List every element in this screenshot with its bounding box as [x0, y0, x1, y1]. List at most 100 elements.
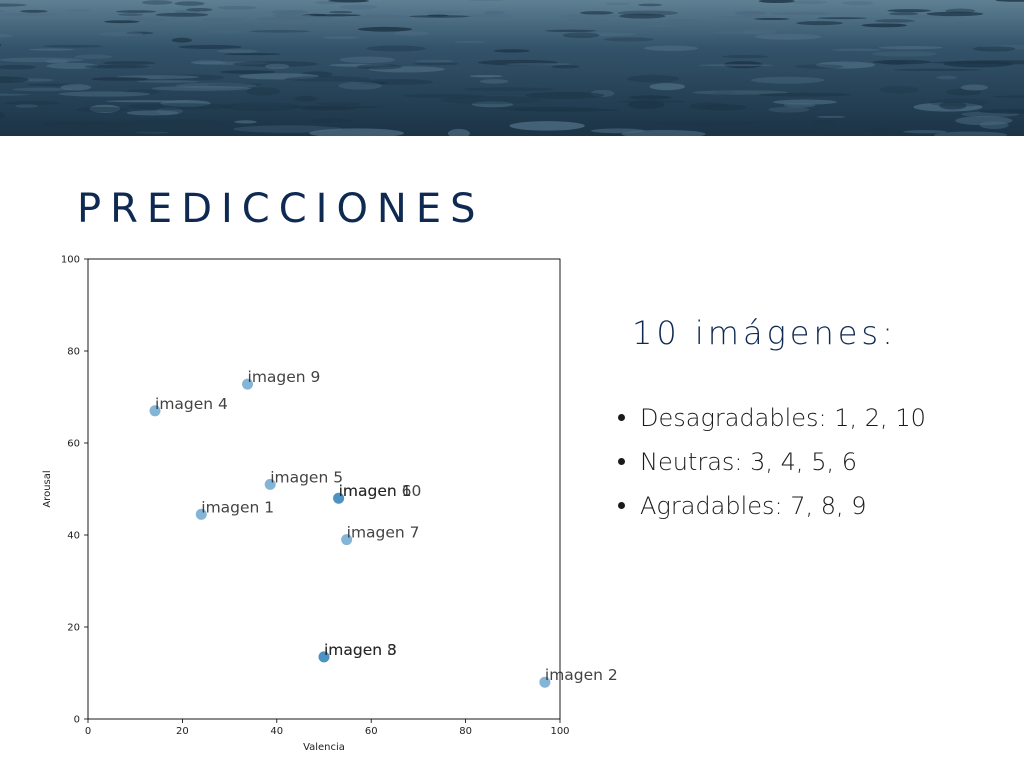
wave-streak — [123, 17, 150, 21]
wave-streak — [637, 3, 663, 7]
bullet-dot-icon — [618, 502, 625, 509]
wave-streak — [955, 115, 1013, 126]
wave-streak — [811, 120, 839, 127]
wave-streak — [220, 70, 276, 74]
wave-streak — [190, 60, 226, 65]
wave-streak — [483, 10, 505, 15]
wave-streak — [718, 16, 776, 19]
wave-streak — [310, 14, 361, 17]
wave-streak — [469, 75, 503, 78]
wave-streak — [105, 100, 188, 103]
wave-streak — [621, 129, 706, 136]
wave-streak — [0, 3, 27, 7]
list-item-agradables: Agradables: 7, 8, 9 — [618, 484, 926, 528]
wave-streak — [0, 33, 13, 38]
wave-streak — [871, 51, 938, 57]
wave-streak — [206, 30, 246, 34]
scatter-point — [318, 651, 330, 663]
wave-streak — [249, 30, 310, 33]
wave-streak — [126, 103, 234, 110]
wave-streak — [425, 11, 462, 14]
x-tick-label: 60 — [365, 726, 378, 737]
wave-streak — [0, 64, 36, 70]
wave-streak — [771, 11, 831, 16]
wave-streak — [978, 109, 1024, 114]
wave-streak — [750, 76, 825, 84]
sea-banner-image — [0, 0, 1024, 136]
wave-streak — [98, 31, 144, 37]
wave-streak — [234, 120, 257, 124]
point-label: imagen 10 — [339, 482, 422, 500]
wave-streak — [361, 81, 389, 85]
wave-streak — [447, 128, 470, 136]
wave-streak — [505, 62, 572, 66]
wave-streak — [155, 12, 209, 17]
wave-streak — [603, 37, 655, 42]
wave-streak — [758, 92, 852, 97]
wave-streak — [0, 93, 31, 96]
wave-streak — [427, 14, 448, 17]
wave-streak — [126, 110, 179, 116]
wave-streak — [294, 95, 317, 102]
wave-streak — [216, 49, 258, 54]
wave-streak — [817, 17, 867, 20]
wave-streak — [689, 102, 728, 110]
wave-streak — [644, 24, 677, 27]
x-tick-label: 0 — [85, 726, 91, 737]
list-item-text: Desagradables: 1, 2, 10 — [640, 404, 926, 432]
point-label: imagen 6 — [339, 482, 412, 500]
wave-streak — [464, 13, 514, 18]
wave-streak — [64, 9, 93, 12]
wave-streak — [477, 59, 558, 66]
wave-streak — [768, 106, 810, 113]
wave-streak — [872, 127, 894, 136]
scatter-point — [242, 378, 254, 390]
point-label: imagen 5 — [270, 468, 343, 486]
wave-streak — [20, 9, 48, 13]
wave-streak — [713, 90, 735, 95]
wave-streak — [135, 131, 169, 134]
wave-streak — [579, 11, 614, 15]
point-label: imagen 7 — [347, 524, 420, 542]
wave-streak — [713, 30, 767, 35]
wave-streak — [58, 91, 151, 97]
wave-streak — [551, 65, 580, 69]
wave-streak — [619, 13, 666, 19]
wave-streak — [872, 59, 932, 65]
wave-streak — [0, 76, 29, 84]
bullet-dot-icon — [618, 414, 625, 421]
wave-streak — [309, 118, 355, 123]
wave-streak — [46, 62, 99, 69]
slide-title: PREDICCIONES — [77, 186, 485, 232]
wave-streak — [479, 79, 509, 84]
wave-streak — [186, 7, 213, 12]
wave-streak — [649, 83, 685, 91]
wave-streak — [468, 0, 505, 2]
wave-streak — [754, 17, 790, 21]
wave-streak — [28, 48, 74, 51]
wave-streak — [89, 129, 169, 134]
wave-streak — [413, 62, 459, 66]
wave-streak — [815, 61, 876, 69]
wave-streak — [15, 104, 38, 108]
wave-streak — [758, 0, 795, 4]
wave-streak — [939, 101, 967, 110]
wave-streak — [316, 102, 362, 106]
wave-streak — [462, 87, 554, 92]
wave-streak — [270, 10, 309, 14]
wave-streak — [151, 85, 251, 91]
wave-streak — [565, 18, 610, 22]
wave-streak — [117, 119, 230, 128]
wave-streak — [223, 53, 282, 56]
wave-streak — [903, 129, 947, 134]
wave-streak — [627, 100, 665, 110]
wave-streak — [264, 63, 290, 70]
wave-streak — [562, 32, 600, 39]
wave-streak — [653, 120, 759, 126]
wave-streak — [698, 64, 774, 67]
wave-streak — [12, 87, 73, 92]
wave-streak — [887, 9, 932, 13]
category-list: Desagradables: 1, 2, 10 Neutras: 3, 4, 5… — [618, 396, 926, 528]
wave-streak — [560, 14, 622, 18]
point-label: imagen 9 — [248, 368, 321, 386]
